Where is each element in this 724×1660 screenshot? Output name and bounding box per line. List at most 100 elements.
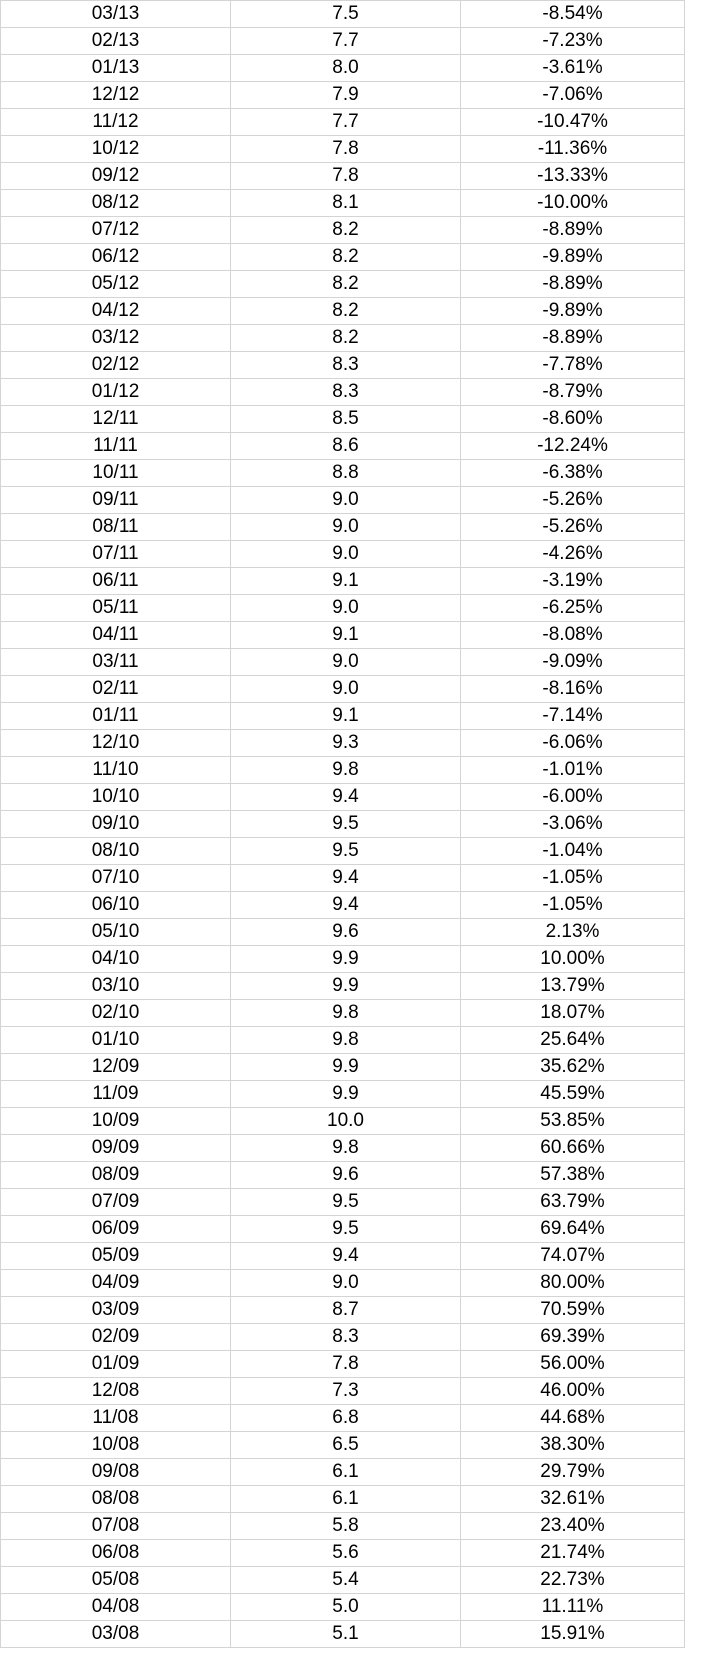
- date-cell[interactable]: 07/10: [0, 864, 231, 892]
- date-cell[interactable]: 03/12: [0, 324, 231, 352]
- value-cell[interactable]: 9.0: [230, 540, 461, 568]
- change-cell[interactable]: 29.79%: [460, 1458, 685, 1486]
- change-cell[interactable]: -7.23%: [460, 27, 685, 55]
- value-cell[interactable]: 9.0: [230, 594, 461, 622]
- value-cell[interactable]: 8.0: [230, 54, 461, 82]
- date-cell[interactable]: 06/11: [0, 567, 231, 595]
- date-cell[interactable]: 06/10: [0, 891, 231, 919]
- value-cell[interactable]: 8.8: [230, 459, 461, 487]
- change-cell[interactable]: -10.47%: [460, 108, 685, 136]
- value-cell[interactable]: 8.3: [230, 1323, 461, 1351]
- value-cell[interactable]: 5.6: [230, 1539, 461, 1567]
- date-cell[interactable]: 10/12: [0, 135, 231, 163]
- value-cell[interactable]: 9.0: [230, 486, 461, 514]
- change-cell[interactable]: 23.40%: [460, 1512, 685, 1540]
- value-cell[interactable]: 8.2: [230, 216, 461, 244]
- change-cell[interactable]: 74.07%: [460, 1242, 685, 1270]
- value-cell[interactable]: 9.0: [230, 513, 461, 541]
- change-cell[interactable]: -8.16%: [460, 675, 685, 703]
- date-cell[interactable]: 04/09: [0, 1269, 231, 1297]
- date-cell[interactable]: 03/13: [0, 0, 231, 28]
- change-cell[interactable]: 60.66%: [460, 1134, 685, 1162]
- value-cell[interactable]: 9.4: [230, 891, 461, 919]
- value-cell[interactable]: 6.8: [230, 1404, 461, 1432]
- value-cell[interactable]: 5.4: [230, 1566, 461, 1594]
- change-cell[interactable]: -3.19%: [460, 567, 685, 595]
- change-cell[interactable]: 53.85%: [460, 1107, 685, 1135]
- value-cell[interactable]: 7.5: [230, 0, 461, 28]
- date-cell[interactable]: 03/09: [0, 1296, 231, 1324]
- value-cell[interactable]: 7.8: [230, 1350, 461, 1378]
- value-cell[interactable]: 7.7: [230, 108, 461, 136]
- change-cell[interactable]: 15.91%: [460, 1620, 685, 1648]
- value-cell[interactable]: 9.5: [230, 810, 461, 838]
- value-cell[interactable]: 5.8: [230, 1512, 461, 1540]
- date-cell[interactable]: 01/09: [0, 1350, 231, 1378]
- value-cell[interactable]: 7.8: [230, 162, 461, 190]
- value-cell[interactable]: 9.6: [230, 1161, 461, 1189]
- date-cell[interactable]: 09/12: [0, 162, 231, 190]
- value-cell[interactable]: 9.9: [230, 1053, 461, 1081]
- change-cell[interactable]: -1.04%: [460, 837, 685, 865]
- change-cell[interactable]: -8.89%: [460, 324, 685, 352]
- value-cell[interactable]: 8.2: [230, 270, 461, 298]
- date-cell[interactable]: 09/11: [0, 486, 231, 514]
- date-cell[interactable]: 08/10: [0, 837, 231, 865]
- date-cell[interactable]: 10/11: [0, 459, 231, 487]
- change-cell[interactable]: -1.01%: [460, 756, 685, 784]
- value-cell[interactable]: 8.1: [230, 189, 461, 217]
- date-cell[interactable]: 05/09: [0, 1242, 231, 1270]
- change-cell[interactable]: 32.61%: [460, 1485, 685, 1513]
- date-cell[interactable]: 11/09: [0, 1080, 231, 1108]
- date-cell[interactable]: 09/10: [0, 810, 231, 838]
- value-cell[interactable]: 9.4: [230, 1242, 461, 1270]
- date-cell[interactable]: 02/11: [0, 675, 231, 703]
- value-cell[interactable]: 7.7: [230, 27, 461, 55]
- value-cell[interactable]: 9.0: [230, 1269, 461, 1297]
- change-cell[interactable]: 13.79%: [460, 972, 685, 1000]
- change-cell[interactable]: -9.89%: [460, 297, 685, 325]
- value-cell[interactable]: 9.5: [230, 1188, 461, 1216]
- change-cell[interactable]: -13.33%: [460, 162, 685, 190]
- date-cell[interactable]: 12/12: [0, 81, 231, 109]
- change-cell[interactable]: 21.74%: [460, 1539, 685, 1567]
- change-cell[interactable]: -7.14%: [460, 702, 685, 730]
- change-cell[interactable]: -8.89%: [460, 216, 685, 244]
- change-cell[interactable]: -8.79%: [460, 378, 685, 406]
- date-cell[interactable]: 05/12: [0, 270, 231, 298]
- date-cell[interactable]: 08/09: [0, 1161, 231, 1189]
- value-cell[interactable]: 5.0: [230, 1593, 461, 1621]
- date-cell[interactable]: 07/12: [0, 216, 231, 244]
- value-cell[interactable]: 9.8: [230, 756, 461, 784]
- value-cell[interactable]: 8.3: [230, 351, 461, 379]
- value-cell[interactable]: 9.1: [230, 621, 461, 649]
- date-cell[interactable]: 03/10: [0, 972, 231, 1000]
- date-cell[interactable]: 07/09: [0, 1188, 231, 1216]
- change-cell[interactable]: -1.05%: [460, 891, 685, 919]
- date-cell[interactable]: 08/08: [0, 1485, 231, 1513]
- value-cell[interactable]: 8.7: [230, 1296, 461, 1324]
- change-cell[interactable]: -8.54%: [460, 0, 685, 28]
- value-cell[interactable]: 9.8: [230, 1134, 461, 1162]
- date-cell[interactable]: 04/11: [0, 621, 231, 649]
- change-cell[interactable]: -6.38%: [460, 459, 685, 487]
- date-cell[interactable]: 05/11: [0, 594, 231, 622]
- change-cell[interactable]: -6.25%: [460, 594, 685, 622]
- change-cell[interactable]: -5.26%: [460, 513, 685, 541]
- date-cell[interactable]: 04/10: [0, 945, 231, 973]
- change-cell[interactable]: 44.68%: [460, 1404, 685, 1432]
- value-cell[interactable]: 9.6: [230, 918, 461, 946]
- change-cell[interactable]: 11.11%: [460, 1593, 685, 1621]
- value-cell[interactable]: 8.2: [230, 324, 461, 352]
- date-cell[interactable]: 11/11: [0, 432, 231, 460]
- date-cell[interactable]: 01/13: [0, 54, 231, 82]
- date-cell[interactable]: 05/10: [0, 918, 231, 946]
- change-cell[interactable]: -9.89%: [460, 243, 685, 271]
- change-cell[interactable]: -7.78%: [460, 351, 685, 379]
- change-cell[interactable]: -10.00%: [460, 189, 685, 217]
- date-cell[interactable]: 12/11: [0, 405, 231, 433]
- value-cell[interactable]: 9.3: [230, 729, 461, 757]
- change-cell[interactable]: 25.64%: [460, 1026, 685, 1054]
- date-cell[interactable]: 06/09: [0, 1215, 231, 1243]
- change-cell[interactable]: 63.79%: [460, 1188, 685, 1216]
